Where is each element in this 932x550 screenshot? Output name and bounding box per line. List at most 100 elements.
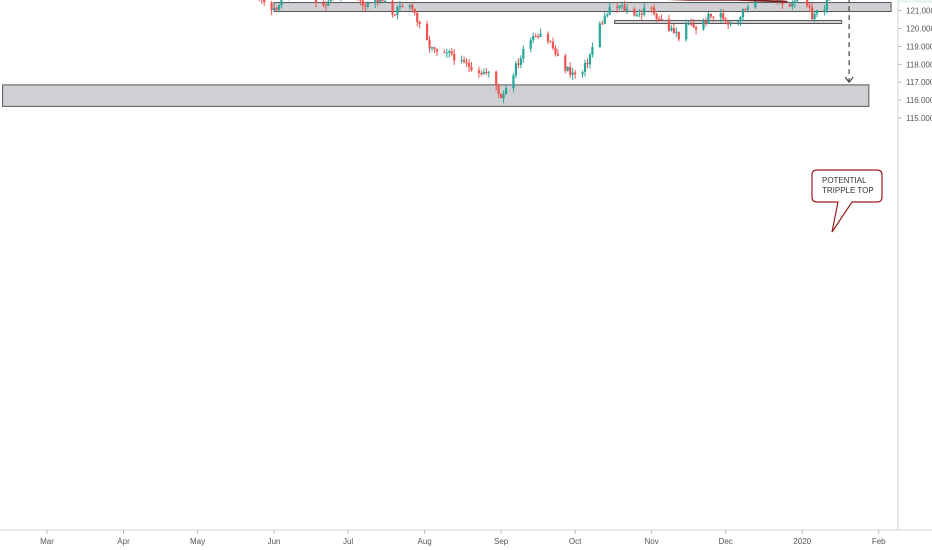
- candle-body: [453, 53, 456, 61]
- candle-body: [504, 88, 508, 95]
- candle-body: [571, 72, 574, 75]
- candle-body: [539, 33, 542, 37]
- candle-body: [398, 5, 402, 8]
- candle-body: [435, 48, 439, 52]
- candle-body: [366, 2, 369, 7]
- candle-body: [448, 51, 451, 53]
- candle-body: [275, 7, 278, 10]
- candle-body: [806, 0, 809, 6]
- x-tick-label: May: [190, 537, 205, 546]
- x-tick-label: 2020: [793, 537, 811, 546]
- candle-body: [588, 54, 592, 65]
- candle-body: [522, 48, 525, 59]
- annotation-callout: [811, 169, 883, 233]
- candle-body: [650, 7, 653, 9]
- candle-body: [692, 24, 695, 28]
- candle-body: [551, 41, 555, 49]
- candle-body: [477, 70, 480, 74]
- candle-body: [460, 59, 463, 61]
- candle-body: [556, 53, 559, 56]
- candle-body: [450, 51, 453, 54]
- candle-body: [638, 13, 641, 15]
- candle-body: [480, 73, 483, 75]
- candle-body: [583, 62, 587, 72]
- candle-body: [517, 63, 520, 65]
- candle-body: [364, 5, 367, 7]
- candle-body: [675, 31, 678, 33]
- current-price-badge-bg: [899, 0, 932, 3]
- x-tick-label: Jun: [268, 537, 281, 546]
- projection-arrowhead: [844, 76, 854, 84]
- x-tick-label: Jul: [343, 537, 353, 546]
- candle-body: [418, 21, 421, 24]
- candle-body: [746, 7, 750, 10]
- candle-body: [574, 72, 577, 75]
- candle-body: [519, 58, 522, 65]
- annotation-line-2: TRIPPLE TOP: [822, 186, 874, 195]
- candle-body: [808, 5, 811, 8]
- candle-body: [598, 23, 601, 48]
- candle-body: [537, 36, 540, 38]
- candle-body: [500, 93, 503, 99]
- x-tick-label: Aug: [417, 537, 431, 546]
- candle-body: [672, 28, 675, 33]
- candle-body: [546, 33, 550, 42]
- candle-body: [314, 0, 318, 3]
- candle-body: [329, 0, 332, 2]
- support-zone: [2, 84, 870, 107]
- lines-layer: [666, 0, 788, 3]
- candle-body: [687, 23, 690, 25]
- candle-body: [482, 72, 485, 75]
- candle-body: [810, 7, 814, 20]
- candle-body: [586, 62, 589, 65]
- candle-body: [529, 39, 532, 49]
- candle-body: [727, 21, 730, 25]
- candle-body: [653, 7, 656, 14]
- candle-body: [608, 7, 611, 15]
- candle-body: [606, 14, 609, 17]
- candle-body: [462, 59, 466, 63]
- moving-average-line: [666, 0, 788, 3]
- candle-body: [554, 48, 557, 54]
- candle-body: [625, 8, 629, 11]
- current-price-badge: 121.760: [902, 0, 931, 2]
- candle-body: [739, 17, 742, 21]
- candle-body: [408, 5, 411, 7]
- candle-body: [433, 47, 436, 49]
- candle-body: [566, 67, 569, 71]
- candle-body: [712, 16, 715, 18]
- y-tick-label: 115.000: [906, 114, 932, 123]
- x-tick-label: Mar: [40, 537, 54, 546]
- candle-body: [497, 85, 500, 94]
- candle-body: [690, 23, 693, 25]
- candle-body: [324, 5, 327, 7]
- candle-body: [704, 20, 708, 24]
- candle-body: [416, 12, 419, 22]
- candle-body: [512, 75, 515, 89]
- candle-body: [618, 5, 621, 8]
- candle-body: [677, 31, 680, 40]
- candle-body: [685, 23, 688, 40]
- candle-body: [722, 13, 725, 20]
- x-tick-label: Feb: [872, 537, 886, 546]
- candle-body: [655, 13, 658, 19]
- candle-body: [564, 55, 567, 71]
- candle-body: [381, 0, 384, 2]
- candle-body: [470, 66, 473, 71]
- candle-body: [411, 5, 414, 9]
- candle-body: [702, 20, 705, 30]
- candles-layer: [258, 0, 830, 104]
- candle-body: [623, 5, 626, 11]
- candle-body: [657, 18, 661, 20]
- candle-body: [428, 40, 431, 49]
- candle-body: [670, 28, 673, 31]
- candle-body: [401, 5, 404, 7]
- y-tick-label: 116.000: [906, 96, 932, 105]
- candle-body: [591, 47, 594, 55]
- candle-body: [825, 0, 828, 10]
- candle-body: [791, 2, 794, 7]
- x-tick-label: Oct: [569, 537, 582, 546]
- candle-body: [616, 7, 619, 9]
